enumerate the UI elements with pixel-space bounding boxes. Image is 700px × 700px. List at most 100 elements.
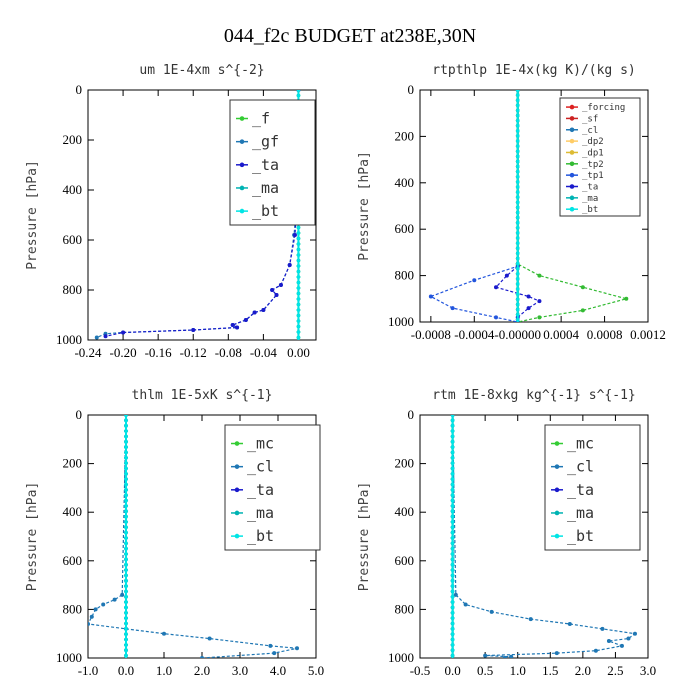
legend-marker (554, 533, 560, 539)
series-point-cl (89, 614, 94, 619)
y-tick-label: 0 (76, 407, 83, 422)
y-tick-label: 600 (63, 232, 83, 247)
legend-label: _forcing (582, 103, 625, 113)
chart-title: rtm 1E-8xkg kg^{-1} s^{-1} (432, 388, 636, 403)
series-point-bt (515, 261, 520, 266)
series-point-ta (526, 306, 531, 311)
legend-label: _f (252, 110, 270, 128)
series-point-cl (207, 636, 212, 641)
legend-label: _bt (567, 527, 594, 545)
series-point-bt (124, 429, 128, 433)
series-point-tp1 (428, 294, 433, 299)
series-point-ta (274, 293, 279, 297)
series-point-bt (296, 264, 301, 268)
series-point-bt (296, 308, 301, 312)
series-point-bt (515, 139, 520, 143)
x-tick-label: -1.0 (78, 663, 99, 678)
series-point-bt (515, 154, 520, 159)
legend-marker (569, 116, 575, 121)
x-tick-label: 0.0 (118, 663, 134, 678)
series-point-tp1 (494, 315, 498, 320)
series-point-bt (450, 584, 455, 588)
x-tick-label: 5.0 (308, 663, 324, 678)
legend-marker (569, 127, 575, 133)
legend-label: _cl (567, 458, 594, 476)
series-point-bt (296, 225, 301, 230)
series-point-bt (124, 562, 128, 567)
series-point-bt (515, 144, 520, 148)
series-point-bt (450, 482, 455, 487)
legend-marker (554, 487, 560, 493)
series-point-cl (606, 638, 611, 643)
y-tick-label: 600 (63, 553, 83, 568)
series-point-bt (450, 455, 455, 460)
series-point-bt (515, 180, 520, 184)
series-point-ta (526, 294, 531, 299)
legend-marker (239, 116, 245, 121)
series-point-bt (450, 589, 455, 594)
y-tick-label: 400 (395, 175, 415, 190)
legend-label: _ma (252, 179, 279, 197)
series-point-bt (450, 600, 455, 604)
series-point-cl (268, 643, 273, 648)
series-point-tp2 (580, 308, 585, 313)
series-point-bt (515, 271, 520, 276)
series-point-bt (124, 536, 128, 540)
series-point-bt (124, 653, 128, 658)
series-point-bt (450, 520, 455, 524)
series-point-bt (515, 317, 520, 322)
chart-title: um 1E-4xm s^{-2} (139, 63, 264, 78)
x-tick-label: -0.00000 (494, 327, 541, 342)
plot-area (88, 415, 299, 658)
series-point-bt (515, 159, 520, 164)
legend-box (544, 424, 641, 551)
series-point-bt (450, 415, 455, 417)
series-point-bt (450, 627, 455, 631)
series-point-bt (124, 450, 128, 455)
series-point-cl (626, 636, 631, 641)
series-point-bt (515, 241, 520, 245)
y-tick-label: 1000 (388, 650, 414, 665)
series-point-bt (450, 504, 455, 508)
legend: _mc _cl _ta _ma _bt (224, 424, 321, 551)
series-line-cl (88, 415, 298, 658)
legend-label: _cl (582, 126, 598, 136)
legend-marker (569, 104, 575, 110)
x-tick-label: 1.0 (510, 663, 526, 678)
chart-panel-4: rtm 1E-8xkg kg^{-1} s^{-1} Pressure [hPa]… (357, 388, 656, 678)
series-point-bt (124, 520, 128, 524)
legend-marker (569, 150, 575, 155)
series-point-cl (567, 621, 572, 626)
series-point-bt (296, 93, 301, 98)
series-point-tp2 (537, 273, 542, 278)
y-tick-label: 400 (63, 182, 83, 197)
series-point-ta (504, 273, 509, 278)
legend-label: _ta (252, 156, 279, 174)
series-point-bt (515, 118, 520, 123)
series-point-bt (124, 415, 128, 417)
series-point-bt (124, 525, 128, 530)
series-point-bt (296, 275, 301, 279)
series-point-bt (515, 113, 520, 118)
series-point-bt (515, 282, 520, 286)
series-point-bt (296, 242, 301, 246)
y-axis-label: Pressure [hPa] (357, 151, 372, 261)
series-point-bt (124, 477, 128, 481)
legend-marker (239, 162, 245, 168)
legend-label: _ta (582, 183, 598, 193)
series-point-bt (450, 557, 455, 562)
series-point-bt (296, 297, 301, 301)
y-tick-label: 200 (395, 128, 415, 143)
series-point-bt (515, 129, 520, 133)
series-point-bt (450, 637, 455, 642)
series-point-ta (191, 328, 196, 332)
series-point-bt (124, 578, 128, 583)
x-tick-label: 0.0012 (630, 327, 666, 342)
series-point-bt (296, 253, 301, 257)
series-point-bt (296, 90, 301, 92)
series-point-bt (296, 236, 301, 241)
legend-label: _mc (247, 435, 274, 453)
series-point-bt (515, 205, 520, 210)
series-point-bt (124, 611, 128, 615)
series-point-bt (450, 472, 455, 476)
